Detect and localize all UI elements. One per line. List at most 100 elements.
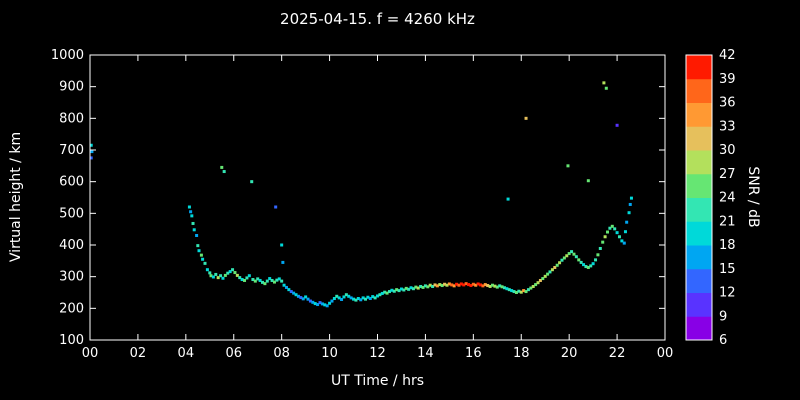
x-tick-label: 16	[465, 346, 482, 361]
colorbar-band	[686, 102, 712, 127]
y-tick-label: 400	[59, 238, 84, 253]
colorbar-band	[686, 78, 712, 103]
colorbar-band	[686, 245, 712, 270]
colorbar-tick-label: 27	[719, 167, 736, 182]
data-point	[584, 265, 588, 269]
data-point	[541, 277, 545, 281]
data-point	[195, 234, 199, 237]
data-point	[294, 293, 298, 297]
data-point	[606, 230, 609, 234]
x-tick-label: 00	[657, 346, 674, 361]
data-point	[459, 282, 463, 286]
data-point	[359, 298, 363, 302]
data-point	[452, 284, 456, 288]
data-point	[301, 297, 305, 301]
colorbar-band	[686, 126, 712, 151]
colorbar-band	[686, 55, 712, 80]
data-point	[423, 284, 427, 288]
data-point	[469, 284, 473, 288]
data-point	[289, 290, 293, 294]
x-tick-label: 10	[321, 346, 338, 361]
data-point	[347, 294, 351, 298]
data-point	[349, 296, 353, 300]
data-point	[256, 277, 260, 281]
data-point	[522, 289, 526, 293]
colorbar-tick-label: 12	[719, 286, 736, 301]
data-point	[258, 278, 262, 282]
data-point	[443, 282, 447, 286]
data-point	[419, 284, 423, 288]
data-point	[316, 303, 320, 307]
data-point	[208, 271, 212, 275]
data-point	[354, 298, 358, 302]
data-point	[598, 246, 602, 250]
data-point	[199, 253, 203, 257]
data-point	[433, 283, 437, 287]
data-point	[625, 220, 629, 224]
data-point	[476, 282, 480, 286]
data-point	[596, 253, 600, 257]
data-point	[192, 228, 196, 232]
data-point	[426, 285, 430, 289]
x-tick-label: 06	[225, 346, 242, 361]
data-point	[337, 296, 341, 300]
data-point	[572, 252, 576, 256]
colorbar-tick-label: 21	[719, 214, 736, 229]
data-point	[570, 250, 574, 254]
y-tick-label: 500	[59, 206, 84, 221]
data-point	[335, 294, 339, 298]
data-point	[214, 272, 218, 276]
data-point	[378, 293, 382, 297]
data-point	[629, 196, 633, 200]
colorbar-tick-label: 42	[719, 48, 736, 63]
data-point	[562, 256, 566, 260]
x-tick-label: 12	[369, 346, 386, 361]
x-tick-label: 22	[609, 346, 626, 361]
data-point	[387, 290, 391, 294]
data-point	[342, 295, 346, 299]
data-point	[526, 288, 530, 292]
data-point	[245, 276, 249, 280]
data-point	[261, 280, 264, 284]
chart-title: 2025-04-15. f = 4260 kHz	[280, 10, 475, 28]
data-point	[512, 290, 516, 294]
data-point	[318, 301, 322, 305]
data-point	[416, 286, 420, 290]
data-point	[414, 285, 418, 289]
data-point	[253, 279, 257, 283]
data-point	[90, 150, 94, 154]
data-point	[445, 283, 449, 287]
data-point	[407, 287, 411, 291]
data-point	[505, 287, 509, 291]
y-tick-label: 600	[59, 175, 84, 190]
data-point	[620, 239, 624, 243]
data-point	[589, 264, 593, 268]
data-point	[263, 282, 267, 286]
data-point	[281, 260, 285, 264]
data-point	[280, 243, 284, 247]
data-point	[282, 283, 286, 287]
colorbar-band	[686, 150, 712, 175]
data-point	[608, 226, 612, 230]
colorbar-tick-label: 30	[719, 143, 736, 158]
data-point	[603, 235, 607, 239]
data-point	[330, 299, 334, 303]
data-point	[340, 297, 344, 301]
data-point	[277, 277, 281, 281]
data-point	[328, 301, 332, 305]
x-tick-label: 00	[82, 346, 99, 361]
data-point	[197, 249, 201, 253]
data-point	[594, 258, 598, 262]
data-point	[205, 268, 209, 272]
y-tick-label: 700	[59, 143, 84, 158]
data-point	[371, 295, 375, 299]
data-point	[481, 284, 485, 288]
data-point	[471, 282, 475, 286]
data-point	[421, 285, 425, 289]
x-tick-label: 04	[178, 346, 195, 361]
data-point	[409, 286, 413, 290]
data-point	[479, 283, 483, 287]
data-point	[356, 297, 360, 301]
data-point	[495, 285, 499, 289]
data-point	[467, 283, 471, 287]
